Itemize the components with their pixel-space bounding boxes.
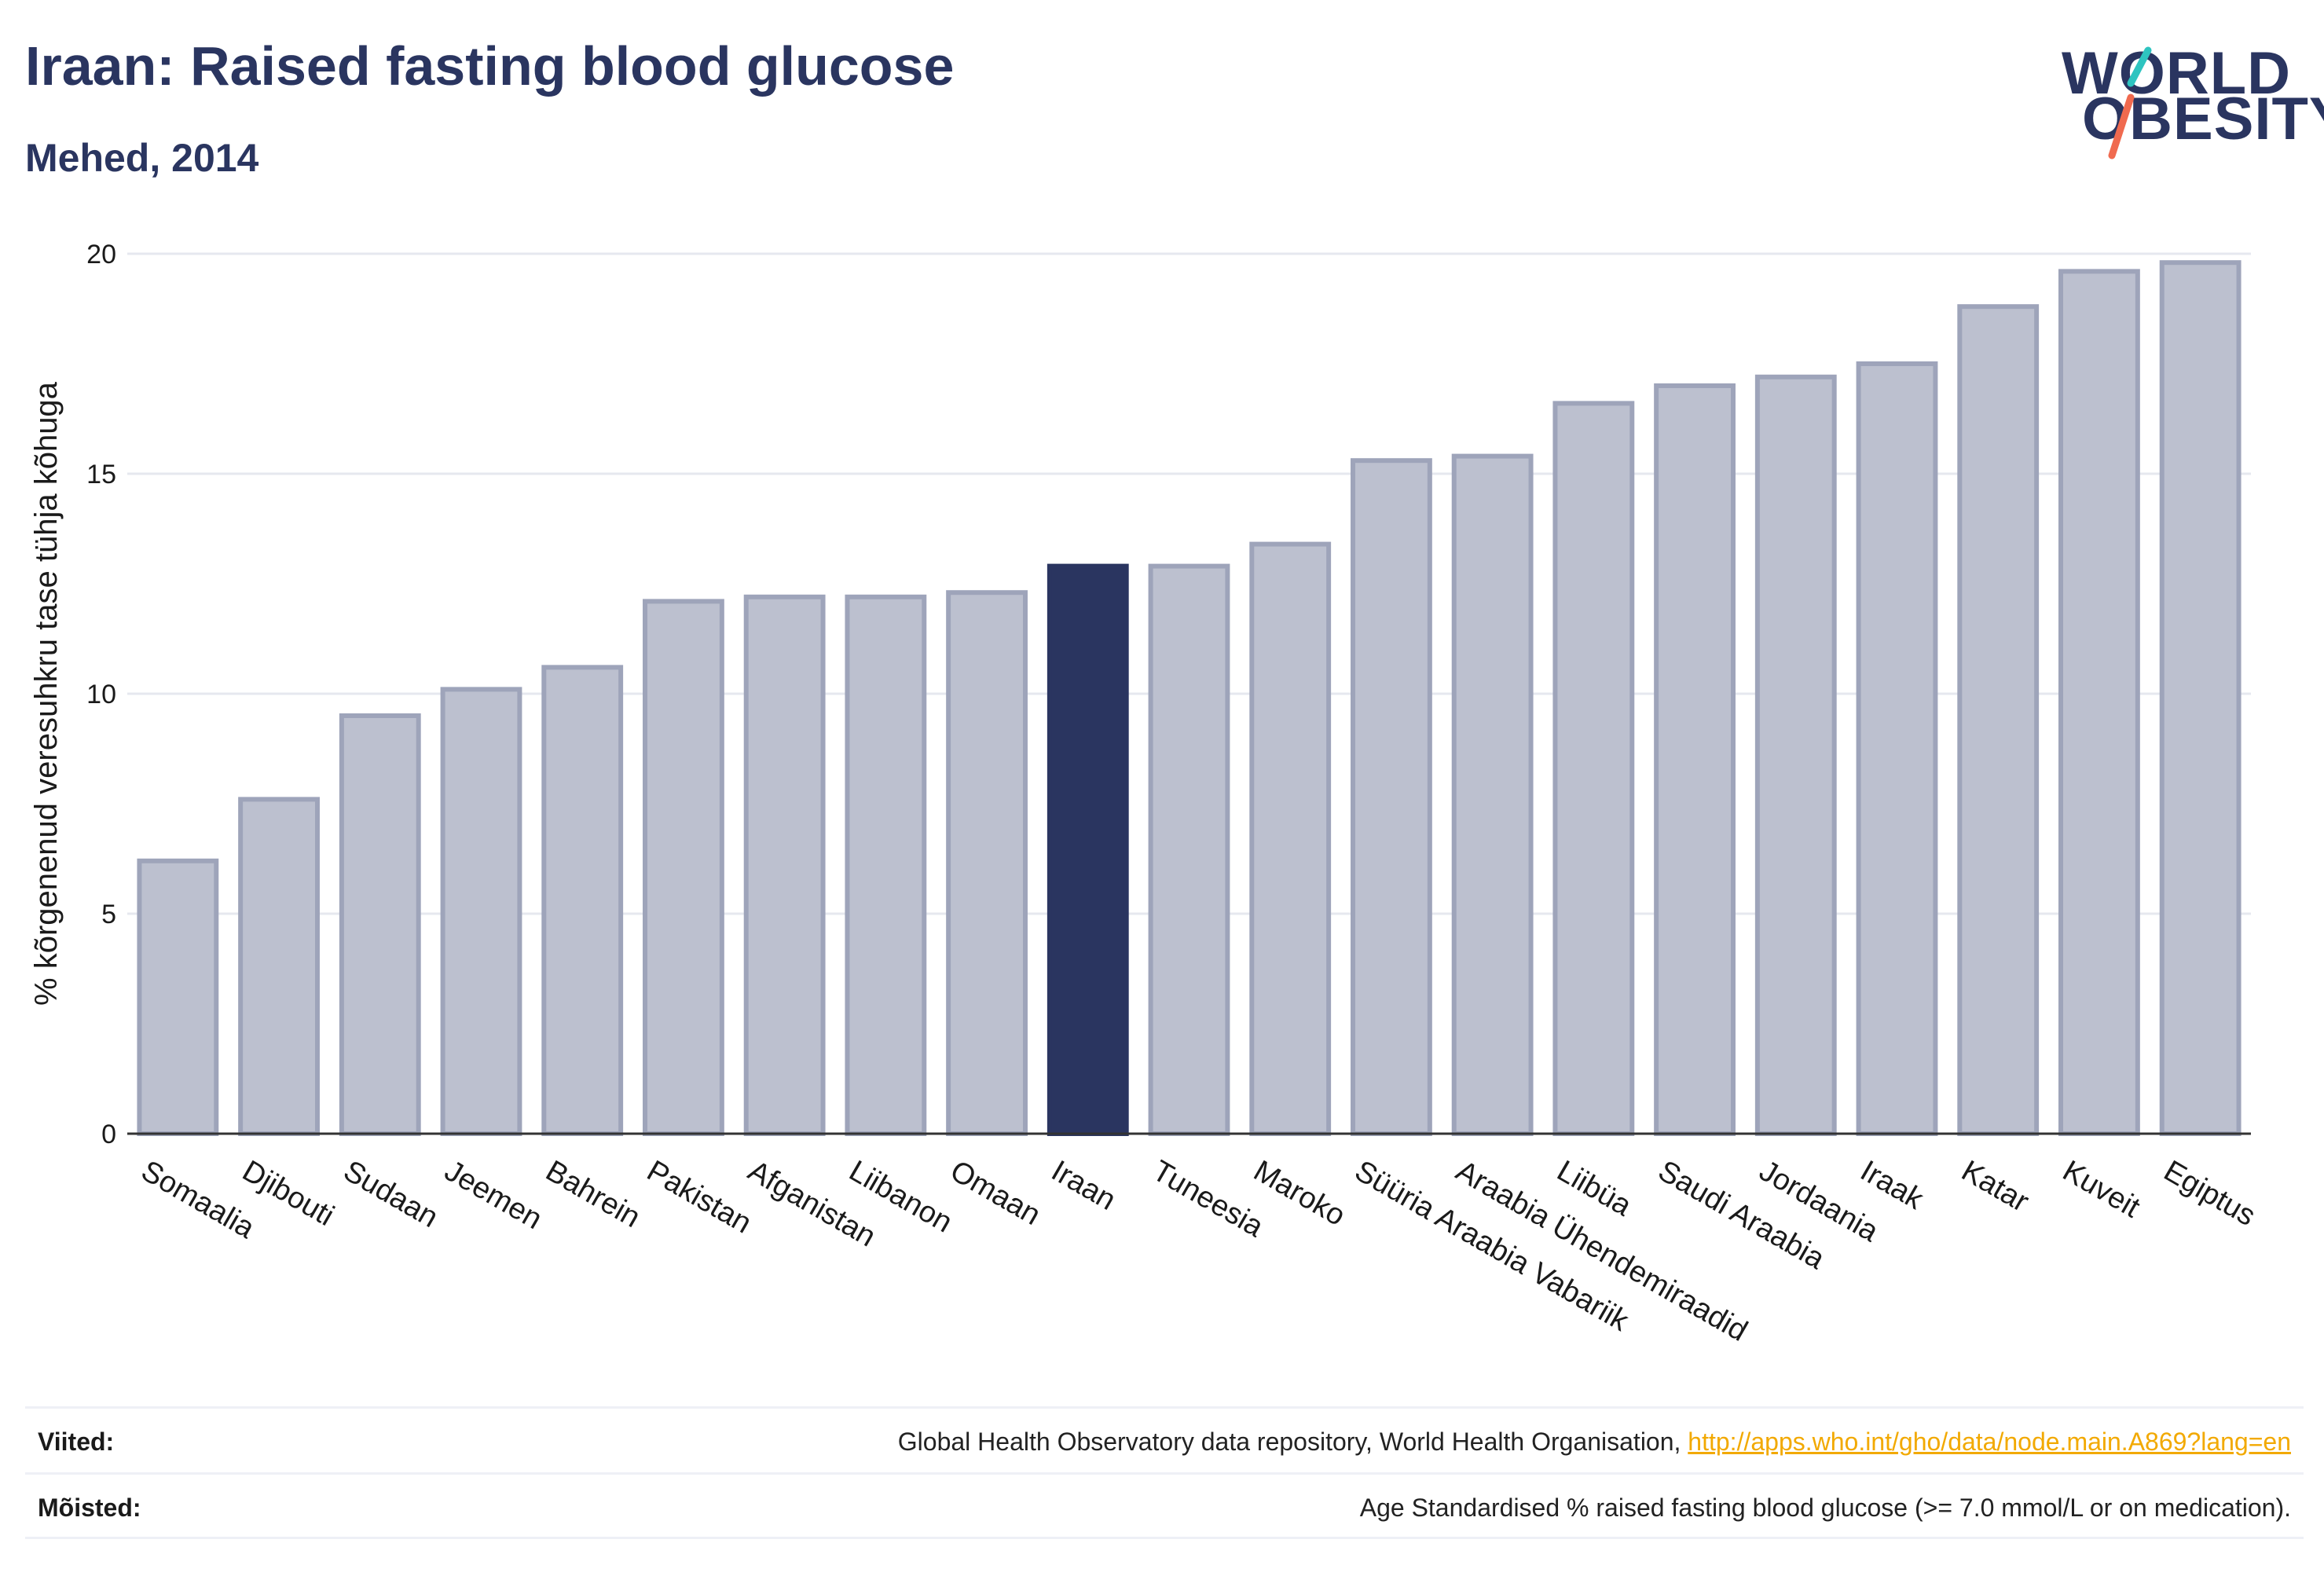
bar-highlight bbox=[1047, 563, 1129, 1136]
bar bbox=[1856, 361, 1938, 1136]
bar bbox=[541, 665, 624, 1136]
bar bbox=[1148, 563, 1230, 1136]
bar bbox=[845, 594, 927, 1136]
bar bbox=[2058, 269, 2140, 1136]
bar bbox=[1552, 401, 1635, 1136]
definitions-label: Mõisted: bbox=[38, 1494, 141, 1522]
x-tick-label: Omaan bbox=[944, 1154, 1046, 1232]
bar bbox=[743, 594, 826, 1136]
y-tick-label: 5 bbox=[101, 900, 116, 929]
x-tick-label: Sudaan bbox=[338, 1154, 443, 1234]
sources-text: Global Health Observatory data repositor… bbox=[897, 1428, 1688, 1456]
sources-link[interactable]: http://apps.who.int/gho/data/node.main.A… bbox=[1688, 1428, 2291, 1456]
definitions-text: Age Standardised % raised fasting blood … bbox=[1359, 1494, 2291, 1522]
footer-divider bbox=[25, 1537, 2304, 1539]
bar bbox=[643, 599, 724, 1136]
x-tick-label: Bahrein bbox=[541, 1154, 646, 1234]
bar bbox=[1451, 453, 1534, 1136]
bar bbox=[339, 713, 421, 1136]
bar bbox=[1351, 458, 1432, 1136]
x-tick-label: Somaalia bbox=[136, 1154, 261, 1245]
logo-slash-icon bbox=[2108, 46, 2152, 159]
x-tick-label: Katar bbox=[1956, 1154, 2035, 1219]
bar-chart: 05101520SomaaliaDjiboutiSudaanJeemenBahr… bbox=[29, 240, 2261, 1348]
y-axis-label: % kõrgenenud veresuhkru tase tühja kõhug… bbox=[29, 381, 64, 1006]
bar bbox=[946, 590, 1028, 1136]
bar bbox=[1754, 374, 1837, 1136]
sources-value: Global Health Observatory data repositor… bbox=[898, 1428, 2291, 1457]
footer-sources-row: Viited: Global Health Observatory data r… bbox=[25, 1406, 2304, 1472]
page-title: Iraan: Raised fasting blood glucose bbox=[25, 35, 955, 97]
y-tick-label: 10 bbox=[86, 680, 116, 709]
bar bbox=[1957, 304, 2040, 1137]
x-tick-label: Kuveit bbox=[2057, 1154, 2146, 1224]
x-tick-label: Pakistan bbox=[641, 1154, 757, 1240]
page-subtitle: Mehed, 2014 bbox=[25, 136, 259, 180]
x-tick-label: Jeemen bbox=[439, 1154, 548, 1236]
logo-line-1: WORLD bbox=[2062, 40, 2292, 107]
bar bbox=[2159, 260, 2242, 1137]
y-tick-label: 20 bbox=[86, 240, 116, 269]
world-obesity-logo: WORLD OBESITY bbox=[2051, 22, 2324, 171]
bar bbox=[137, 858, 219, 1137]
bar bbox=[238, 797, 320, 1137]
bar bbox=[440, 687, 522, 1136]
x-tick-label: Iraan bbox=[1046, 1154, 1121, 1217]
x-tick-label: Iraak bbox=[1855, 1154, 1930, 1216]
x-tick-label: Egiptus bbox=[2158, 1154, 2261, 1233]
y-tick-label: 15 bbox=[86, 460, 116, 489]
footer-definitions-row: Mõisted: Age Standardised % raised fasti… bbox=[25, 1472, 2304, 1538]
sources-label: Viited: bbox=[38, 1428, 115, 1456]
bar bbox=[1654, 383, 1736, 1136]
x-tick-label: Saudi Araabia bbox=[1652, 1154, 1831, 1276]
bar bbox=[1249, 541, 1332, 1136]
y-tick-label: 0 bbox=[101, 1120, 116, 1149]
x-tick-label: Tuneesia bbox=[1147, 1154, 1270, 1244]
